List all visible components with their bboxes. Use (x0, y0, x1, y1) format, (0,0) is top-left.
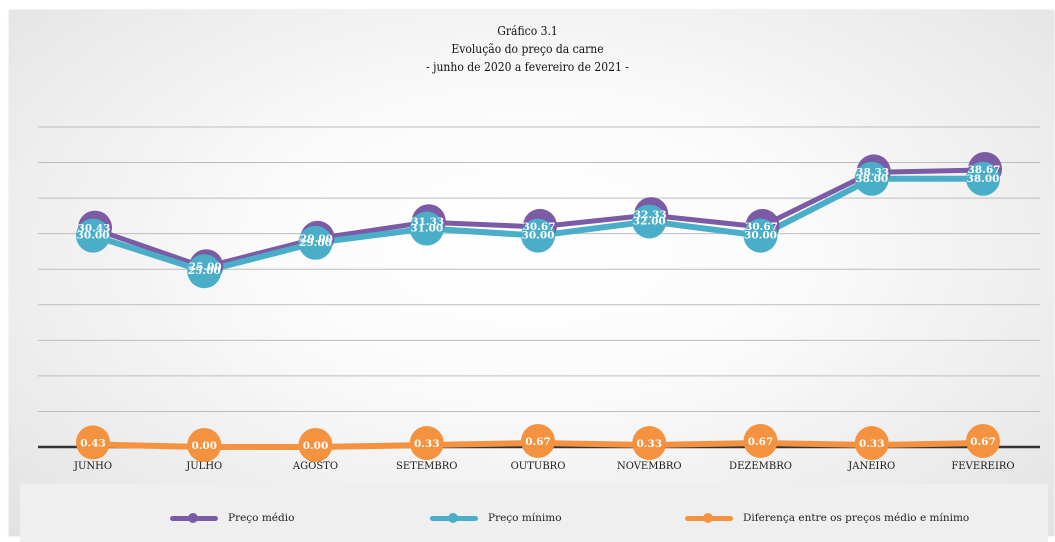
data-label-diferenca: 0.43 (80, 437, 106, 449)
legend-label: Diferença entre os preços médio e mínimo (743, 512, 970, 524)
marker-diferenca (521, 423, 555, 458)
legend-label: Preço médio (228, 512, 295, 524)
data-label-preco-medio: 29.00 (300, 233, 333, 245)
data-label-diferenca: 0.33 (636, 438, 662, 450)
data-label-diferenca: 0.33 (414, 438, 440, 450)
data-label-diferenca: 0.67 (970, 436, 996, 448)
marker-diferenca (187, 428, 222, 462)
legend-swatch (685, 513, 733, 523)
data-label-preco-minimo: 29.00 (299, 237, 332, 249)
data-label-preco-medio: 32.33 (634, 209, 667, 221)
chart-title-block: Gráfico 3.1 Evolução do preço da carne -… (0, 22, 1055, 76)
marker-preco-minimo (632, 204, 667, 239)
data-label-preco-minimo: 30.00 (77, 230, 110, 242)
data-label-preco-minimo: 38.00 (967, 173, 1000, 185)
marker-preco-minimo (409, 211, 444, 246)
x-tick-label: AGOSTO (292, 461, 338, 472)
data-label-preco-medio: 38.33 (856, 166, 889, 178)
marker-diferenca (632, 426, 667, 461)
legend-item-preco-minimo: Preço mínimo (430, 512, 562, 524)
data-label-diferenca: 0.33 (859, 438, 885, 450)
marker-preco-minimo (743, 218, 778, 253)
data-label-preco-minimo: 38.00 (855, 173, 888, 185)
data-label-preco-minimo: 25.00 (188, 265, 221, 277)
data-label-diferenca: 0.67 (748, 436, 774, 448)
data-label-preco-medio: 25.00 (189, 261, 222, 273)
marker-preco-minimo (966, 161, 1000, 196)
x-tick-label: OUTUBRO (511, 461, 566, 472)
data-label-preco-minimo: 30.00 (522, 230, 555, 242)
data-label-preco-medio: 30.67 (745, 221, 778, 233)
data-label-diferenca: 0.00 (191, 440, 217, 452)
legend: Preço médio Preço mínimo Diferença entre… (20, 484, 1048, 542)
x-tick-label: NOVEMBRO (617, 461, 682, 472)
x-tick-label: FEVEREIRO (951, 461, 1014, 472)
marker-preco-minimo (76, 218, 110, 253)
legend-item-preco-medio: Preço médio (170, 512, 294, 524)
chart-subtitle-1: Evolução do preço da carne (451, 42, 604, 56)
chart-title: Gráfico 3.1 (497, 24, 558, 38)
x-tick-label: JUNHO (73, 461, 112, 472)
x-tick-label: JANEIRO (847, 461, 895, 472)
marker-diferenca (854, 426, 889, 461)
marker-preco-minimo (187, 254, 222, 289)
data-label-preco-medio: 30.67 (523, 221, 556, 233)
x-tick-label: SETEMBRO (396, 461, 457, 472)
legend-swatch (430, 513, 478, 523)
data-label-preco-minimo: 30.00 (744, 230, 777, 242)
chart-subtitle-2: - junho de 2020 a fevereiro de 2021 - (426, 60, 629, 74)
marker-diferenca (409, 426, 444, 461)
x-tick-label: DEZEMBRO (729, 461, 792, 472)
marker-diferenca (298, 428, 333, 462)
marker-preco-minimo (521, 218, 555, 253)
legend-swatch (170, 513, 218, 523)
marker-diferenca (743, 423, 778, 458)
data-label-preco-minimo: 31.00 (410, 223, 443, 235)
data-label-preco-medio: 30.43 (78, 223, 111, 235)
data-label-diferenca: 0.67 (525, 436, 551, 448)
marker-diferenca (966, 423, 1000, 458)
line-chart: JUNHO JULHO AGOSTO SETEMBRO OUTUBRO NOVEMBRO D… (38, 126, 1040, 472)
marker-preco-minimo (298, 225, 333, 260)
x-tick-label: JULHO (185, 461, 222, 472)
marker-diferenca (76, 425, 110, 460)
legend-label: Preço mínimo (488, 512, 562, 524)
data-label-preco-medio: 38.67 (968, 164, 1001, 176)
marker-preco-minimo (854, 161, 889, 196)
data-label-diferenca: 0.00 (303, 440, 329, 452)
data-label-preco-medio: 31.33 (411, 216, 444, 228)
data-label-preco-minimo: 32.00 (633, 215, 666, 227)
legend-item-diferenca: Diferença entre os preços médio e mínimo (685, 512, 969, 524)
